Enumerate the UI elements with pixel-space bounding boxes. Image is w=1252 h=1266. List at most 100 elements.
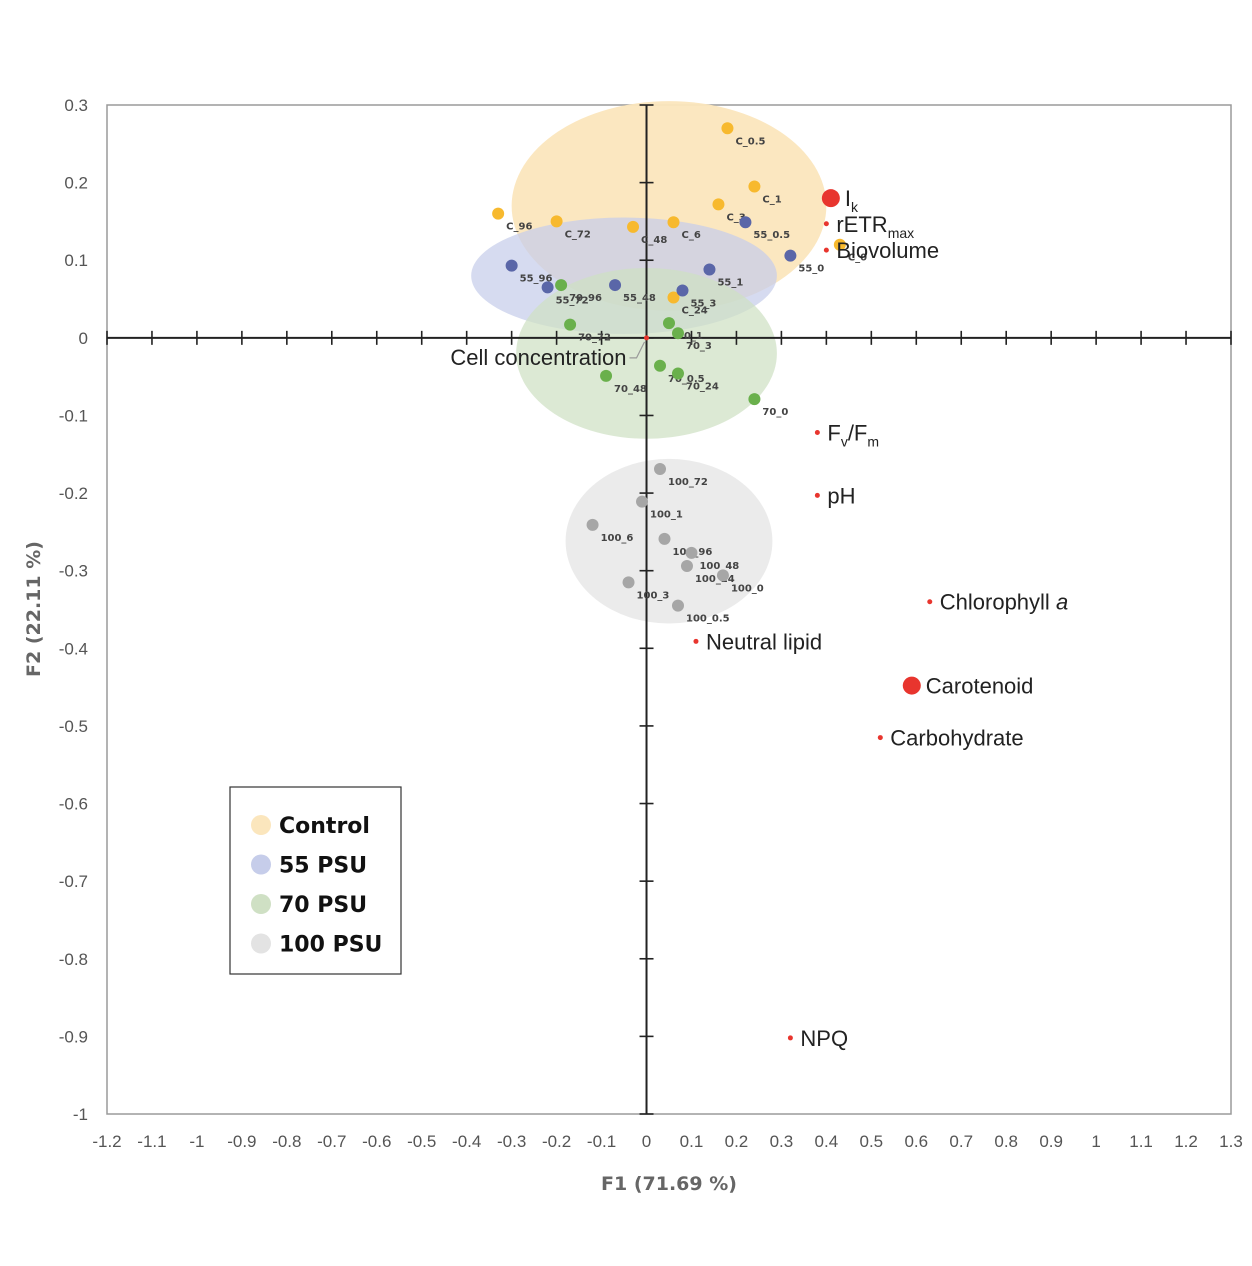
data-point [667, 216, 680, 229]
x-tick-label: 0.1 [680, 1132, 704, 1151]
data-point-label: C_0.5 [735, 136, 765, 147]
variable-label: Biovolume [836, 238, 939, 263]
legend-label: Control [279, 814, 370, 839]
data-point [716, 569, 729, 582]
y-tick-label: 0.3 [64, 96, 88, 115]
variable-label: Cell concentration [450, 345, 626, 370]
data-point-label: 70_0 [762, 407, 788, 418]
x-tick-label: 0.6 [904, 1132, 928, 1151]
data-point-label: 100_0.5 [686, 614, 730, 625]
x-tick-label: -0.4 [452, 1132, 481, 1151]
y-axis-title: F2 (22.11 %) [23, 541, 45, 677]
data-point [564, 318, 577, 331]
x-tick-label: 1 [1091, 1132, 1100, 1151]
data-point [600, 369, 613, 382]
data-point [833, 238, 846, 251]
data-point-label: 55_0 [798, 264, 824, 275]
data-point-label: 55_48 [623, 293, 656, 304]
data-point [622, 576, 635, 589]
y-tick-label: -0.9 [59, 1027, 88, 1046]
data-point-label: 100_1 [650, 510, 683, 521]
x-tick-label: 0.5 [859, 1132, 883, 1151]
variable-label: Neutral lipid [706, 629, 822, 654]
x-tick-label: -0.9 [227, 1132, 256, 1151]
data-point [505, 259, 518, 272]
y-tick-label: 0.1 [64, 251, 88, 270]
data-point [654, 359, 667, 372]
data-point-label: 100_72 [668, 477, 708, 488]
variable-point [823, 247, 829, 253]
data-point-label: C_0 [848, 253, 867, 264]
variable-point [693, 638, 699, 644]
x-tick-label: 0 [642, 1132, 651, 1151]
data-point [636, 495, 649, 508]
x-tick-label: 1.1 [1129, 1132, 1153, 1151]
variable-point [821, 189, 840, 208]
data-point [555, 279, 568, 292]
y-tick-label: 0.2 [64, 174, 88, 193]
variable-label: pH [827, 483, 855, 508]
data-point [586, 518, 599, 531]
data-point-label: 70_0.5 [668, 374, 705, 385]
data-point [671, 367, 684, 380]
x-tick-label: -1.2 [92, 1132, 121, 1151]
cell-concentration-leader [629, 341, 646, 359]
legend-label: 70 PSU [279, 893, 367, 918]
x-tick-label: 1.3 [1219, 1132, 1243, 1151]
variable-point [927, 599, 933, 605]
y-tick-label: -0.1 [59, 406, 88, 425]
data-point-label: 70_1 [677, 331, 703, 342]
data-point [609, 279, 622, 292]
legend-swatch [251, 894, 271, 914]
data-point-label: 100_24 [695, 574, 735, 585]
x-tick-label: -0.2 [542, 1132, 571, 1151]
data-point-label: 70_72 [578, 333, 611, 344]
data-point-label: 100_0 [731, 583, 764, 594]
x-axis-title: F1 (71.69 %) [601, 1173, 737, 1195]
y-tick-label: -0.5 [59, 717, 88, 736]
data-point-label: 70_96 [569, 293, 602, 304]
data-point-label: C_96 [506, 222, 532, 233]
y-tick-label: -0.6 [59, 795, 88, 814]
variable-point [877, 735, 883, 741]
variable-point [823, 221, 829, 227]
data-point-label: 55_1 [717, 278, 743, 289]
variable-point [902, 676, 921, 695]
x-tick-label: 0.4 [815, 1132, 839, 1151]
y-tick-label: -1 [73, 1105, 88, 1124]
legend-label: 100 PSU [279, 933, 382, 958]
data-point-label: C_6 [681, 230, 700, 241]
data-point [721, 122, 734, 135]
variable-label: Chlorophyll a [940, 590, 1068, 615]
x-tick-label: -1.1 [137, 1132, 166, 1151]
x-tick-label: -0.8 [272, 1132, 301, 1151]
data-point [748, 393, 761, 406]
variable-point [814, 430, 820, 436]
data-point [685, 546, 698, 559]
legend-swatch [251, 815, 271, 835]
legend: Control 55 PSU 70 PSU 100 PSU [229, 786, 402, 975]
data-point [712, 198, 725, 211]
x-tick-label: 0.2 [725, 1132, 749, 1151]
data-point-label: 55_0.5 [753, 230, 790, 241]
variable-label: Carotenoid [926, 674, 1034, 699]
data-point-label: C_3 [726, 212, 745, 223]
data-point [658, 532, 671, 545]
data-point-label: 70_24 [686, 382, 719, 393]
data-point [541, 281, 554, 294]
x-tick-label: -0.7 [317, 1132, 346, 1151]
data-point [654, 463, 667, 476]
data-point [663, 317, 675, 330]
x-tick-label: -0.6 [362, 1132, 391, 1151]
data-point-label: C_24 [681, 305, 707, 316]
variable-point [814, 492, 820, 498]
data-point-label: 55_96 [520, 274, 553, 285]
x-tick-label: 0.7 [949, 1132, 973, 1151]
tick-labels: -1.2 -1.1 -1 -0.9 -0.8 -0.7 -0.6 -0.5 -0.4 -0.3 -0… [59, 96, 1243, 1151]
data-point-label: 100_48 [699, 561, 739, 572]
x-tick-label: 1.2 [1174, 1132, 1198, 1151]
legend-swatch [251, 933, 271, 954]
data-point [492, 207, 505, 220]
data-point-label: 70_48 [614, 384, 647, 395]
